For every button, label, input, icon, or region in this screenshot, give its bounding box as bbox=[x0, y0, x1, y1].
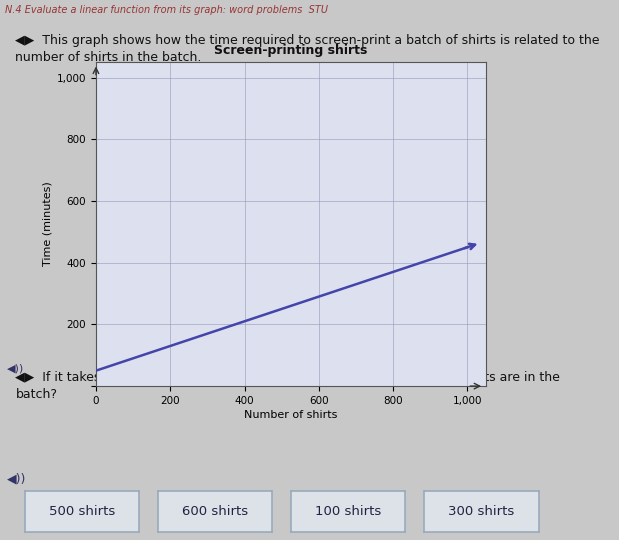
Text: N.4 Evaluate a linear function from its graph: word problems  STU: N.4 Evaluate a linear function from its … bbox=[5, 5, 328, 15]
Text: ◀▶  If it takes 200 minutes to screen-print a batch of shirts, how many shirts a: ◀▶ If it takes 200 minutes to screen-pri… bbox=[15, 371, 560, 384]
Text: number of shirts in the batch.: number of shirts in the batch. bbox=[15, 51, 202, 64]
Text: 300 shirts: 300 shirts bbox=[448, 505, 514, 518]
Text: 100 shirts: 100 shirts bbox=[315, 505, 381, 518]
Text: 500 shirts: 500 shirts bbox=[49, 505, 115, 518]
Y-axis label: Time (minutes): Time (minutes) bbox=[43, 182, 53, 266]
Text: ◀)): ◀)) bbox=[7, 472, 27, 485]
Text: ◀)): ◀)) bbox=[7, 363, 25, 373]
Text: ◀▶  This graph shows how the time required to screen-print a batch of shirts is : ◀▶ This graph shows how the time require… bbox=[15, 33, 600, 46]
Text: batch?: batch? bbox=[15, 388, 58, 401]
Title: Screen-printing shirts: Screen-printing shirts bbox=[214, 44, 368, 57]
X-axis label: Number of shirts: Number of shirts bbox=[245, 410, 337, 420]
Text: 600 shirts: 600 shirts bbox=[182, 505, 248, 518]
